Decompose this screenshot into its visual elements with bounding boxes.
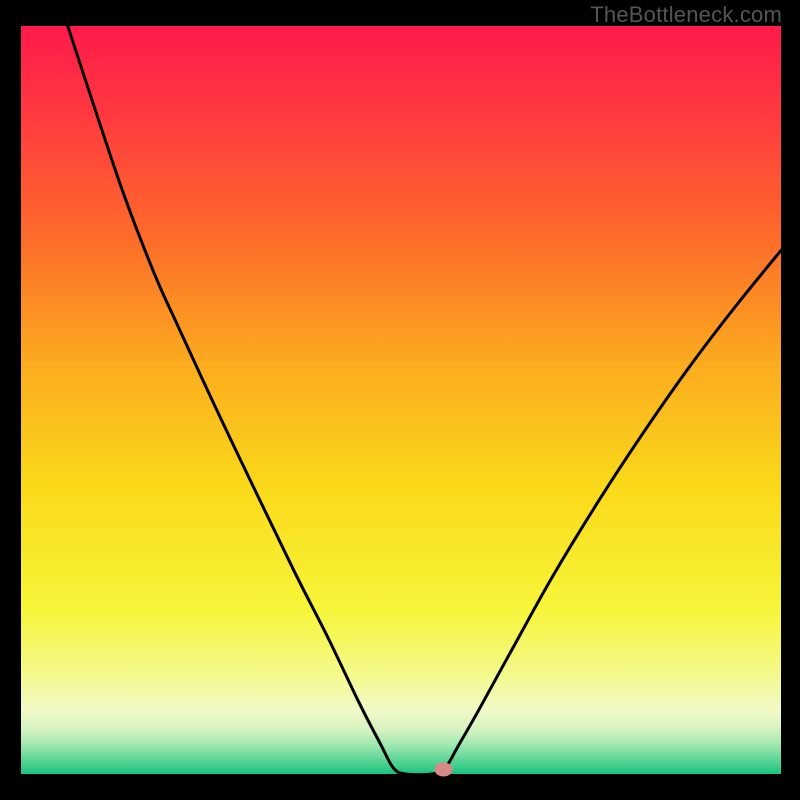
optimum-marker xyxy=(435,763,453,777)
watermark-text: TheBottleneck.com xyxy=(590,2,782,28)
chart-frame: TheBottleneck.com xyxy=(0,0,800,800)
bottleneck-chart xyxy=(0,0,800,800)
